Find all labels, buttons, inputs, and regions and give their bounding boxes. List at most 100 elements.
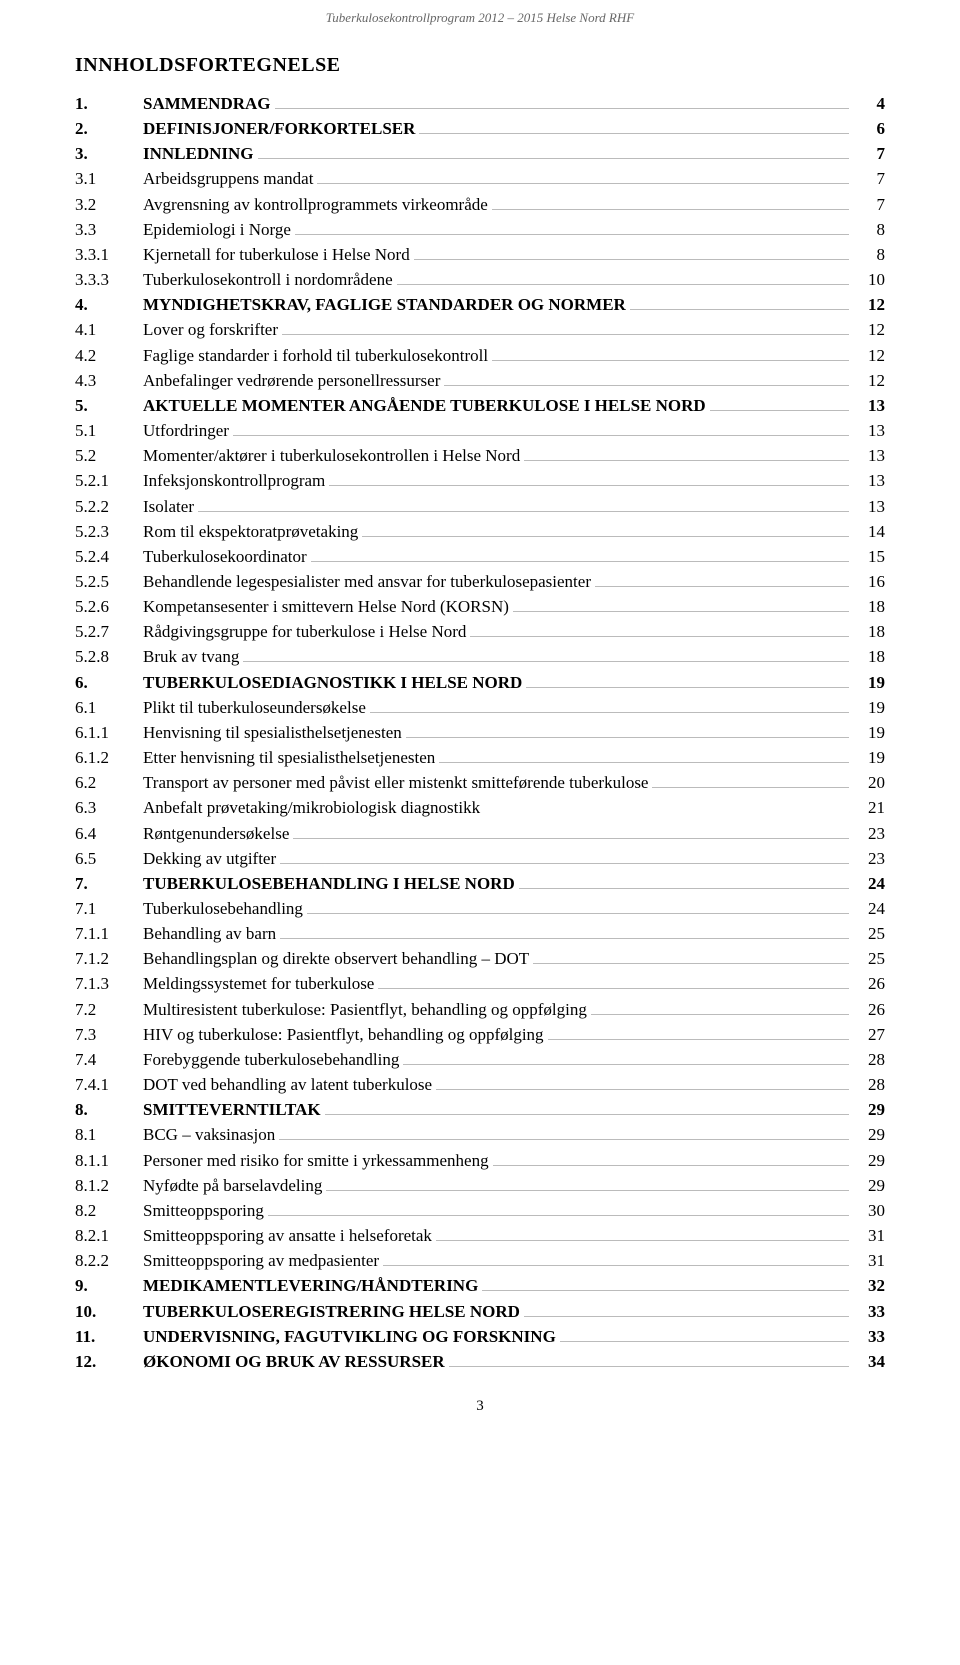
- toc-entry-title: SAMMENDRAG: [143, 91, 275, 116]
- toc-entry-title: Anbefalinger vedrørende personellressurs…: [143, 368, 444, 393]
- toc-entry-title: Meldingssystemet for tuberkulose: [143, 971, 378, 996]
- toc-leader-line: [280, 938, 849, 939]
- toc-entry-title-cell: Nyfødte på barselavdeling: [143, 1173, 849, 1198]
- toc-entry-number: 3.: [75, 141, 143, 166]
- toc-entry-title: Plikt til tuberkuloseundersøkelse: [143, 695, 370, 720]
- toc-entry-page: 34: [849, 1349, 885, 1374]
- toc-entry-page: 15: [849, 544, 885, 569]
- toc-row: 7.1.3Meldingssystemet for tuberkulose26: [75, 971, 885, 996]
- toc-entry-number: 8.: [75, 1097, 143, 1122]
- toc-entry-title: Momenter/aktører i tuberkulosekontrollen…: [143, 443, 524, 468]
- toc-entry-title: INNLEDNING: [143, 141, 258, 166]
- toc-entry-number: 6.3: [75, 795, 143, 820]
- toc-row: 5.2.6Kompetansesenter i smittevern Helse…: [75, 594, 885, 619]
- toc-entry-number: 6.1.2: [75, 745, 143, 770]
- toc-entry-title-cell: Smitteoppsporing av ansatte i helseforet…: [143, 1223, 849, 1248]
- toc-leader-line: [362, 536, 849, 537]
- toc-row: 3.INNLEDNING7: [75, 141, 885, 166]
- toc-entry-title-cell: MEDIKAMENTLEVERING/HÅNDTERING: [143, 1273, 849, 1298]
- toc-leader-line: [482, 1290, 849, 1291]
- toc-row: 5.2.5Behandlende legespesialister med an…: [75, 569, 885, 594]
- toc-leader-line: [378, 988, 849, 989]
- toc-entry-title: DEFINISJONER/FORKORTELSER: [143, 116, 419, 141]
- toc-entry-title-cell: Bruk av tvang: [143, 644, 849, 669]
- toc-entry-title: Epidemiologi i Norge: [143, 217, 295, 242]
- toc-entry-page: 12: [849, 343, 885, 368]
- toc-row: 6.1.1Henvisning til spesialisthelsetjene…: [75, 720, 885, 745]
- toc-leader-line: [449, 1366, 849, 1367]
- toc-entry-title-cell: UNDERVISNING, FAGUTVIKLING OG FORSKNING: [143, 1324, 849, 1349]
- toc-entry-page: 31: [849, 1248, 885, 1273]
- toc-row: 10.TUBERKULOSEREGISTRERING HELSE NORD33: [75, 1299, 885, 1324]
- toc-entry-number: 6.1.1: [75, 720, 143, 745]
- toc-entry-page: 29: [849, 1122, 885, 1147]
- toc-entry-title-cell: Epidemiologi i Norge: [143, 217, 849, 242]
- toc-row: 3.3.3Tuberkulosekontroll i nordområdene1…: [75, 267, 885, 292]
- toc-entry-number: 7.1: [75, 896, 143, 921]
- toc-row: 12.ØKONOMI OG BRUK AV RESSURSER34: [75, 1349, 885, 1374]
- toc-entry-number: 8.1.1: [75, 1148, 143, 1173]
- toc-entry-title-cell: BCG – vaksinasjon: [143, 1122, 849, 1147]
- toc-row: 7.1.2Behandlingsplan og direkte observer…: [75, 946, 885, 971]
- toc-leader-line: [630, 309, 849, 310]
- toc-entry-number: 6.1: [75, 695, 143, 720]
- toc-row: 5.2.7Rådgivingsgruppe for tuberkulose i …: [75, 619, 885, 644]
- toc-entry-page: 18: [849, 644, 885, 669]
- toc-entry-title-cell: Tuberkulosekontroll i nordområdene: [143, 267, 849, 292]
- toc-entry-page: 20: [849, 770, 885, 795]
- toc-entry-number: 5.2.2: [75, 494, 143, 519]
- toc-row: 8.2.2Smitteoppsporing av medpasienter31: [75, 1248, 885, 1273]
- toc-entry-page: 33: [849, 1324, 885, 1349]
- toc-leader-line: [652, 787, 849, 788]
- toc-entry-title: Kjernetall for tuberkulose i Helse Nord: [143, 242, 414, 267]
- toc-entry-page: 32: [849, 1273, 885, 1298]
- toc-entry-title-cell: Avgrensning av kontrollprogrammets virke…: [143, 192, 849, 217]
- toc-entry-number: 4.2: [75, 343, 143, 368]
- toc-entry-title: Behandling av barn: [143, 921, 280, 946]
- toc-row: 6.5Dekking av utgifter23: [75, 846, 885, 871]
- toc-leader-line: [524, 1316, 849, 1317]
- toc-leader-line: [295, 234, 849, 235]
- toc-entry-number: 6.2: [75, 770, 143, 795]
- toc-entry-page: 7: [849, 192, 885, 217]
- toc-entry-title-cell: Utfordringer: [143, 418, 849, 443]
- toc-entry-number: 6.: [75, 670, 143, 695]
- toc-title: INNHOLDSFORTEGNELSE: [75, 54, 885, 77]
- toc-entry-number: 8.2: [75, 1198, 143, 1223]
- toc-row: 6.3Anbefalt prøvetaking/mikrobiologisk d…: [75, 795, 885, 820]
- toc-row: 11.UNDERVISNING, FAGUTVIKLING OG FORSKNI…: [75, 1324, 885, 1349]
- toc-entry-title-cell: DOT ved behandling av latent tuberkulose: [143, 1072, 849, 1097]
- toc-entry-page: 21: [849, 795, 885, 820]
- document-header: Tuberkulosekontrollprogram 2012 – 2015 H…: [75, 10, 885, 26]
- toc-leader-line: [370, 712, 849, 713]
- toc-entry-page: 25: [849, 921, 885, 946]
- toc-entry-number: 5.2.7: [75, 619, 143, 644]
- toc-row: 8.1BCG – vaksinasjon29: [75, 1122, 885, 1147]
- toc-row: 5.2.8Bruk av tvang18: [75, 644, 885, 669]
- toc-entry-title-cell: Behandling av barn: [143, 921, 849, 946]
- toc-leader-line: [325, 1114, 849, 1115]
- toc-entry-page: 19: [849, 670, 885, 695]
- toc-entry-number: 7.1.3: [75, 971, 143, 996]
- toc-entry-title-cell: TUBERKULOSEREGISTRERING HELSE NORD: [143, 1299, 849, 1324]
- toc-entry-title: ØKONOMI OG BRUK AV RESSURSER: [143, 1349, 449, 1374]
- toc-row: 7.1.1Behandling av barn25: [75, 921, 885, 946]
- toc-entry-title-cell: Tuberkulosebehandling: [143, 896, 849, 921]
- toc-entry-title: Henvisning til spesialisthelsetjenesten: [143, 720, 406, 745]
- toc-entry-number: 6.5: [75, 846, 143, 871]
- toc-row: 7.4Forebyggende tuberkulosebehandling28: [75, 1047, 885, 1072]
- toc-row: 4.MYNDIGHETSKRAV, FAGLIGE STANDARDER OG …: [75, 292, 885, 317]
- toc-row: 4.3Anbefalinger vedrørende personellress…: [75, 368, 885, 393]
- toc-entry-title: Tuberkulosebehandling: [143, 896, 307, 921]
- toc-row: 8.1.2Nyfødte på barselavdeling29: [75, 1173, 885, 1198]
- toc-entry-number: 3.3.3: [75, 267, 143, 292]
- page-number: 3: [75, 1398, 885, 1415]
- toc-leader-line: [513, 611, 849, 612]
- toc-entry-page: 13: [849, 494, 885, 519]
- toc-row: 6.4Røntgenundersøkelse23: [75, 821, 885, 846]
- toc-entry-title: Røntgenundersøkelse: [143, 821, 293, 846]
- toc-entry-title-cell: Smitteoppsporing av medpasienter: [143, 1248, 849, 1273]
- toc-entry-title: HIV og tuberkulose: Pasientflyt, behandl…: [143, 1022, 548, 1047]
- toc-entry-number: 6.4: [75, 821, 143, 846]
- toc-table: 1.SAMMENDRAG42.DEFINISJONER/FORKORTELSER…: [75, 91, 885, 1374]
